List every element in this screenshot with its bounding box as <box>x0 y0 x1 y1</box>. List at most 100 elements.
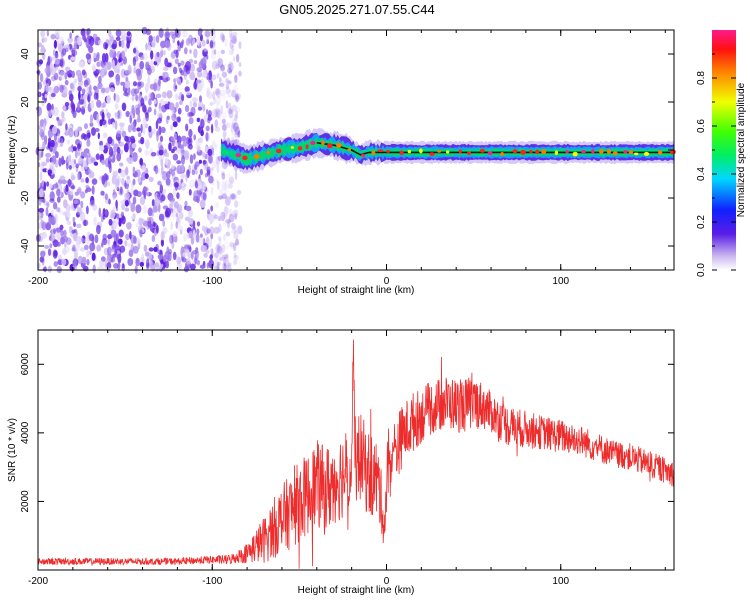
noise-blob <box>145 42 148 51</box>
noise-blob <box>179 100 183 106</box>
noise-blob <box>234 71 238 80</box>
noise-blob <box>172 37 176 44</box>
noise-blob <box>78 79 83 87</box>
noise-blob <box>231 122 236 129</box>
noise-blob <box>140 97 145 107</box>
noise-blob <box>232 56 236 62</box>
y-tick-label: -40 <box>20 238 31 253</box>
noise-blob <box>227 179 233 185</box>
noise-blob <box>221 243 226 253</box>
noise-blob <box>230 123 234 128</box>
noise-blob <box>135 107 141 115</box>
noise-blob <box>124 79 131 89</box>
trace-hotspot <box>658 150 663 155</box>
noise-blob <box>189 100 193 108</box>
noise-blob <box>50 92 56 98</box>
noise-blob <box>236 130 241 138</box>
noise-blob <box>215 107 221 115</box>
noise-blob <box>210 248 214 254</box>
noise-blob <box>142 117 147 127</box>
noise-blob <box>74 78 77 83</box>
noise-blob <box>153 246 158 252</box>
noise-blob <box>43 122 46 132</box>
noise-blob <box>121 178 125 186</box>
noise-blob <box>45 157 50 163</box>
noise-blob <box>189 179 195 189</box>
noise-blob <box>80 106 86 115</box>
noise-blob <box>228 109 234 119</box>
snr-series-line <box>37 339 675 569</box>
trace-hotspot <box>643 151 650 156</box>
noise-blob <box>169 31 175 36</box>
noise-blob <box>71 184 76 190</box>
trace-hotspot <box>446 150 450 154</box>
noise-blob <box>78 61 85 68</box>
noise-blob <box>144 111 149 119</box>
noise-blob <box>77 172 80 181</box>
noise-blob <box>192 101 198 108</box>
spectrogram-y-ticks: -40 -20 0 20 40 <box>20 48 674 253</box>
noise-blob <box>217 261 220 271</box>
noise-blob <box>150 152 157 157</box>
noise-blob <box>62 247 67 256</box>
noise-blob <box>214 144 218 149</box>
noise-blob <box>233 114 238 122</box>
noise-blob <box>63 199 68 209</box>
noise-blob <box>184 47 188 55</box>
noise-blob <box>187 111 194 118</box>
noise-blob <box>219 252 224 261</box>
noise-blob <box>120 169 127 178</box>
noise-blob <box>49 191 55 202</box>
y-tick-label: -20 <box>20 190 31 205</box>
noise-blob <box>213 252 219 258</box>
trace-hotspot <box>305 144 309 149</box>
noise-blob <box>227 108 233 115</box>
noise-blob <box>69 93 74 102</box>
noise-blob <box>182 252 187 258</box>
noise-blob <box>210 186 214 196</box>
noise-blob <box>126 31 131 37</box>
noise-blob <box>135 94 139 102</box>
noise-blob <box>65 66 71 72</box>
noise-blob <box>155 35 160 43</box>
noise-blob <box>157 249 163 255</box>
noise-blob <box>213 97 217 105</box>
noise-blob <box>89 84 92 93</box>
noise-blob <box>78 157 84 165</box>
noise-blob <box>233 128 239 133</box>
y-tick-label: 2000 <box>20 490 31 513</box>
noise-blob <box>200 57 207 68</box>
noise-blob <box>153 98 157 105</box>
noise-blob <box>70 100 74 109</box>
noise-blob <box>101 241 104 248</box>
trace-hotspot <box>580 150 587 154</box>
noise-blob <box>47 55 51 66</box>
noise-blob <box>188 117 194 125</box>
noise-blob <box>201 152 206 157</box>
noise-blob <box>83 100 87 108</box>
noise-blob <box>53 250 58 257</box>
noise-blob <box>234 74 238 84</box>
noise-blob <box>181 155 185 165</box>
noise-blob <box>114 249 118 256</box>
y-tick-label: 0 <box>20 147 31 153</box>
noise-blob <box>185 123 189 132</box>
noise-blob <box>238 62 242 67</box>
noise-blob <box>187 143 190 149</box>
noise-blob <box>100 85 106 96</box>
noise-blob <box>165 178 171 186</box>
noise-blob <box>173 207 179 213</box>
noise-blob <box>61 155 65 166</box>
noise-blob <box>215 63 220 70</box>
noise-blob <box>228 28 233 39</box>
noise-blob <box>115 36 121 41</box>
noise-blob <box>54 29 60 38</box>
noise-blob <box>238 70 242 77</box>
noise-blob <box>132 245 139 254</box>
noise-blob <box>177 107 182 115</box>
noise-blob <box>215 155 221 165</box>
noise-blob <box>132 166 136 174</box>
noise-blob <box>171 240 175 250</box>
trace-hotspot <box>336 142 342 148</box>
noise-blob <box>211 139 216 150</box>
